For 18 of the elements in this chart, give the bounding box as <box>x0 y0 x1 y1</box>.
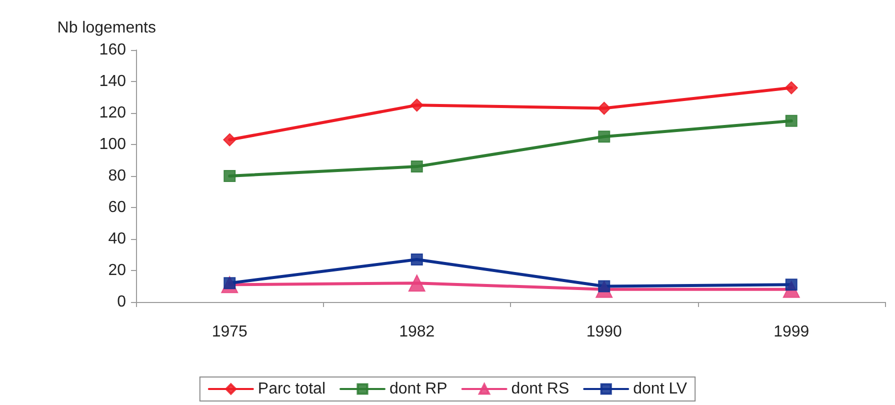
legend-label: dont RS <box>511 380 570 398</box>
y-tick-label: 140 <box>99 73 126 90</box>
y-tick-label: 20 <box>108 262 126 279</box>
x-tick-label: 1990 <box>586 324 622 340</box>
y-tick-label: 60 <box>108 199 126 216</box>
y-tick-label: 120 <box>99 104 126 122</box>
legend-label: dont RP <box>389 380 448 398</box>
y-tick-label: 160 <box>99 42 126 58</box>
legend-label: dont LV <box>633 380 688 398</box>
x-tick-label: 1999 <box>774 324 810 340</box>
y-tick-label: 100 <box>99 136 126 153</box>
y-tick-label: 0 <box>117 294 126 310</box>
x-tick-label: 1982 <box>399 324 435 340</box>
legend-label: Parc total <box>258 380 326 398</box>
y-axis-title: Nb logements <box>57 20 156 36</box>
y-tick-label: 40 <box>108 230 126 248</box>
x-tick-label: 1975 <box>212 324 248 340</box>
y-tick-label: 80 <box>108 168 126 184</box>
